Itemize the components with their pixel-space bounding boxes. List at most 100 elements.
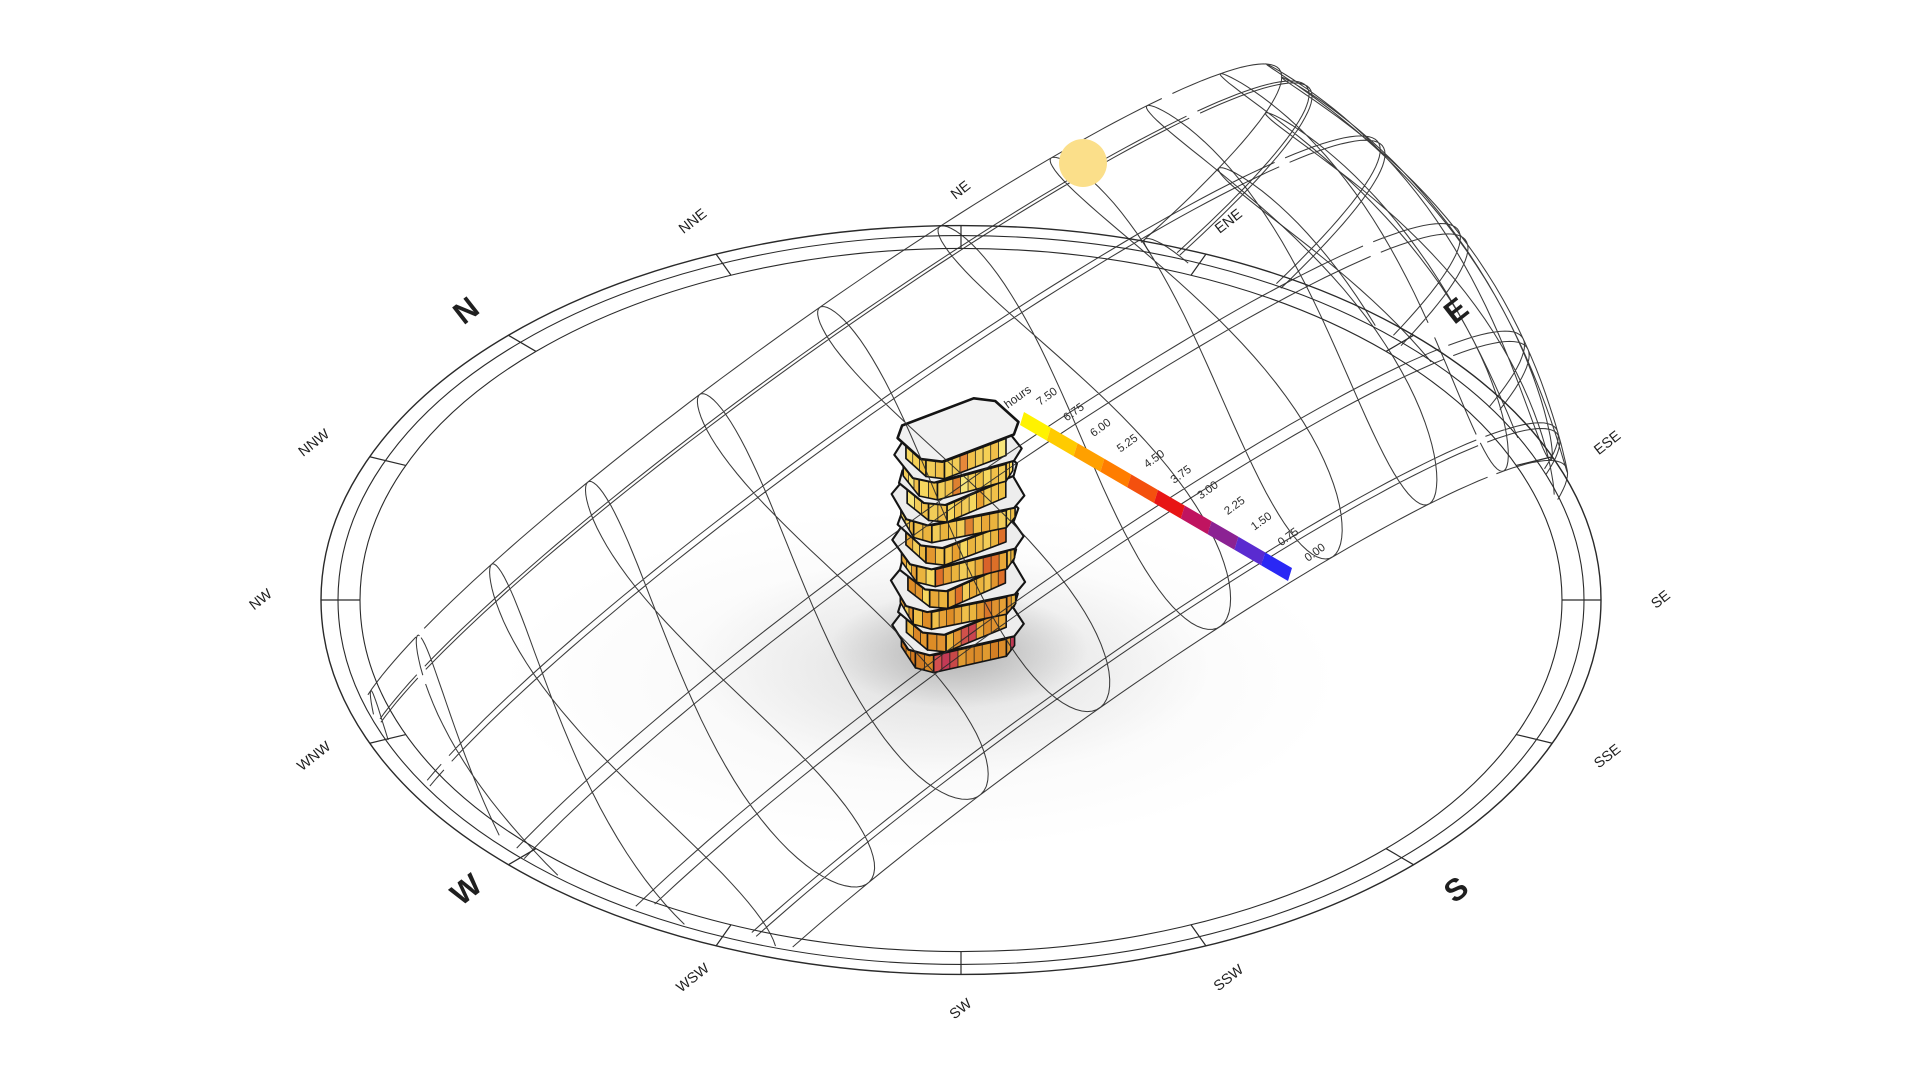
compass-label-SSW: SSW xyxy=(1211,962,1247,995)
legend-segment xyxy=(1234,536,1266,566)
compass-label-WNW: WNW xyxy=(294,739,334,775)
facade-panel xyxy=(990,553,1000,574)
building-tower xyxy=(889,397,1027,674)
facade-panel xyxy=(982,555,992,576)
legend-segment xyxy=(1207,521,1239,550)
roof-plate xyxy=(896,397,1020,463)
facade-panel xyxy=(937,503,948,523)
sunpath-wireframe-near xyxy=(420,98,1488,948)
facade-panel xyxy=(934,546,945,566)
facade-panel xyxy=(942,565,952,586)
legend-segment xyxy=(1020,412,1051,441)
facade-panel xyxy=(981,513,991,534)
facade-panel xyxy=(967,471,976,493)
facade-panel xyxy=(931,610,940,630)
compass-tick-ENE xyxy=(1190,253,1207,276)
facade-panel xyxy=(972,515,982,535)
facade-panel xyxy=(956,518,966,539)
legend-value: 2.25 xyxy=(1222,495,1247,518)
compass-label-WSW: WSW xyxy=(674,960,713,996)
legend-title: hours xyxy=(1001,382,1034,411)
compass-label-N: N xyxy=(446,290,485,331)
facade-panel xyxy=(957,647,967,668)
legend-value: 5.25 xyxy=(1115,432,1140,455)
facade-panel xyxy=(964,516,974,537)
compass-label-NW: NW xyxy=(247,586,276,614)
facade-panel xyxy=(998,463,1007,484)
legend-value: 7.50 xyxy=(1035,386,1060,409)
legend-value: 3.00 xyxy=(1196,479,1221,502)
compass-tick-NNE xyxy=(715,253,732,276)
facade-panel xyxy=(949,649,959,670)
facade-panel xyxy=(946,607,955,627)
compass-tick-SSW xyxy=(1190,924,1207,947)
compass-label-S: S xyxy=(1437,869,1475,909)
sunpath-wireframe-far xyxy=(367,63,1569,787)
compass-tick-S xyxy=(1385,848,1414,866)
legend-value: 4.50 xyxy=(1142,448,1167,471)
facade-panel xyxy=(953,605,963,626)
facade-panel xyxy=(938,590,949,609)
facade-panel xyxy=(961,604,970,624)
compass-label-SSE: SSE xyxy=(1591,741,1624,772)
compass-tick-ESE xyxy=(1516,456,1553,467)
compass-label-NE: NE xyxy=(948,178,974,203)
facade-panel xyxy=(931,523,941,544)
facade-panel xyxy=(981,642,991,663)
facade-panel xyxy=(990,465,999,486)
legend-segment xyxy=(1100,458,1132,488)
facade-panel xyxy=(989,640,999,661)
facade-panel xyxy=(928,480,938,501)
legend-segment xyxy=(1073,443,1105,472)
facade-panel xyxy=(989,511,999,532)
facade-panel xyxy=(965,645,975,666)
facade-panel xyxy=(998,638,1007,659)
facade-panel xyxy=(927,632,938,652)
facade-panel xyxy=(925,545,936,565)
horizon-ring-circle xyxy=(320,224,1602,976)
sunpath-curves-front xyxy=(420,98,1488,948)
compass-tick-N xyxy=(508,334,537,352)
compass-label-W: W xyxy=(444,866,489,912)
facade-panel xyxy=(938,608,947,629)
sun-marker xyxy=(1059,139,1107,187)
legend-segment xyxy=(1046,427,1078,457)
legend-value: 1.50 xyxy=(1249,510,1274,533)
facade-panel xyxy=(937,480,946,501)
compass-tick-SSE xyxy=(1516,733,1553,744)
legend-value: 6.00 xyxy=(1088,417,1113,440)
facade-panel xyxy=(948,520,958,540)
sun-disc xyxy=(1059,139,1107,187)
legend-value: 0.00 xyxy=(1303,542,1328,565)
facade-panel xyxy=(936,633,947,653)
legend-segment xyxy=(1127,474,1158,503)
facade-panel xyxy=(934,567,944,588)
facade-panel xyxy=(939,521,949,542)
facade-panel xyxy=(934,460,945,480)
compass-label-ESE: ESE xyxy=(1591,428,1624,459)
facade-panel xyxy=(929,589,940,608)
compass-label-NNE: NNE xyxy=(676,206,710,238)
facade-panel xyxy=(998,551,1008,572)
legend-segment xyxy=(1180,505,1212,535)
compass-tick-WSW xyxy=(715,924,732,947)
facade-panel xyxy=(976,601,985,621)
facade-panel xyxy=(973,644,983,664)
compass-tick-NNW xyxy=(369,456,406,467)
facade-panel xyxy=(952,476,961,497)
facade-panel xyxy=(950,563,960,584)
legend-value: 3.75 xyxy=(1169,464,1194,487)
sunpath-curves-back xyxy=(367,63,1569,787)
facade-panel xyxy=(968,602,978,623)
compass-label-ENE: ENE xyxy=(1212,206,1246,237)
compass-label-E: E xyxy=(1437,290,1475,330)
compass-label-NNW: NNW xyxy=(296,426,333,460)
compass-label-SE: SE xyxy=(1648,588,1673,613)
compass-label-SW: SW xyxy=(947,996,976,1023)
legend-segment xyxy=(1261,552,1292,581)
facade-panel xyxy=(974,557,984,578)
facade-panel xyxy=(982,467,992,488)
legend-segment xyxy=(1154,490,1185,519)
